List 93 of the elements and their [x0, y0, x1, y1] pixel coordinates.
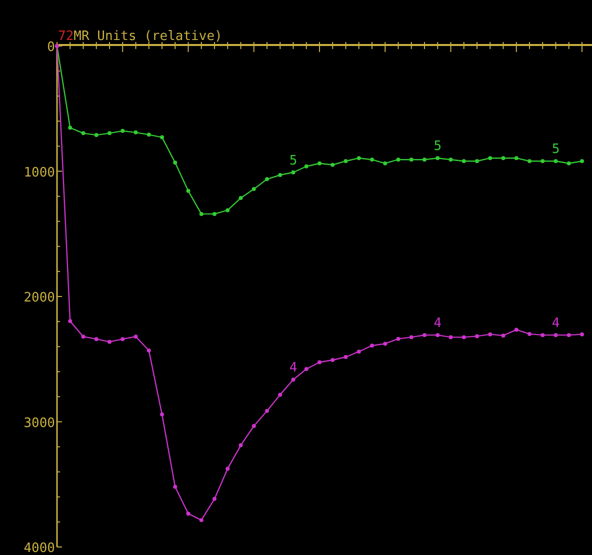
- point: [120, 337, 125, 342]
- point: [265, 177, 269, 182]
- text: 4: [552, 316, 560, 332]
- point: [304, 164, 308, 168]
- point: [528, 159, 532, 164]
- y-tick-label: 1000: [24, 165, 55, 180]
- point: [356, 156, 361, 160]
- point: [108, 131, 112, 136]
- series-label: 4: [289, 360, 298, 376]
- point: [186, 188, 190, 193]
- point: [173, 160, 178, 165]
- point: [265, 408, 269, 413]
- point: [252, 187, 256, 192]
- point: [528, 332, 532, 336]
- point: [383, 161, 388, 166]
- point: [212, 496, 216, 501]
- point: [436, 156, 440, 160]
- point: [580, 332, 584, 336]
- point: [226, 208, 230, 212]
- point: [212, 212, 216, 216]
- point: [304, 367, 308, 372]
- point: [330, 358, 335, 362]
- series-label: 5: [289, 153, 298, 168]
- point: [540, 159, 545, 164]
- point: [94, 337, 98, 342]
- point: [580, 159, 584, 164]
- point: [318, 161, 322, 166]
- point: [396, 158, 400, 162]
- point: [199, 212, 204, 216]
- point: [108, 340, 112, 344]
- point: [475, 159, 479, 164]
- point: [318, 360, 322, 364]
- y-tick-label: 2000: [24, 290, 55, 306]
- point: [160, 412, 164, 416]
- point: [330, 162, 335, 167]
- point: [199, 518, 204, 522]
- point: [488, 332, 492, 336]
- point: [94, 133, 98, 138]
- point: [566, 333, 571, 338]
- point: [278, 173, 282, 178]
- point: [252, 424, 256, 428]
- point: [514, 156, 518, 160]
- point: [291, 378, 296, 382]
- point: [370, 158, 374, 162]
- point: [436, 333, 440, 338]
- point: [356, 350, 361, 354]
- point: [226, 466, 230, 471]
- point: [501, 334, 506, 338]
- point: [422, 333, 426, 338]
- point: [475, 334, 479, 338]
- point: [291, 170, 296, 174]
- point: [409, 335, 414, 340]
- point: [68, 126, 72, 130]
- y-tick-label: 4000: [24, 541, 55, 555]
- point: [146, 132, 151, 137]
- point: [566, 161, 571, 166]
- point: [540, 333, 545, 338]
- text: 72: [58, 29, 74, 44]
- point: [409, 158, 414, 162]
- point: [448, 335, 453, 340]
- point: [396, 336, 400, 341]
- point: [81, 131, 86, 136]
- y-tick-label: 3000: [24, 416, 55, 431]
- point: [488, 156, 492, 160]
- point: [554, 333, 558, 338]
- point: [238, 443, 243, 448]
- point: [448, 158, 453, 162]
- point: [120, 128, 125, 133]
- point: [344, 159, 348, 164]
- point: [422, 158, 426, 162]
- point: [370, 344, 374, 348]
- point: [514, 328, 518, 332]
- point: [501, 156, 506, 160]
- point: [134, 334, 138, 339]
- text: 4: [434, 316, 442, 332]
- point: [462, 335, 466, 340]
- y-tick-label: 0: [47, 40, 55, 55]
- point: [81, 334, 86, 339]
- point: [134, 130, 138, 134]
- point: [238, 196, 243, 200]
- point: [160, 135, 164, 140]
- point: [173, 484, 178, 489]
- point: [68, 319, 72, 324]
- text: 5: [552, 142, 560, 158]
- point: [344, 354, 348, 359]
- text: 5: [434, 139, 442, 154]
- point: [383, 342, 388, 346]
- point: [186, 512, 190, 516]
- chart-title: MR Units (relative): [74, 29, 222, 44]
- point: [554, 159, 558, 164]
- point: [278, 392, 282, 397]
- point: [462, 159, 466, 164]
- point: [146, 348, 151, 352]
